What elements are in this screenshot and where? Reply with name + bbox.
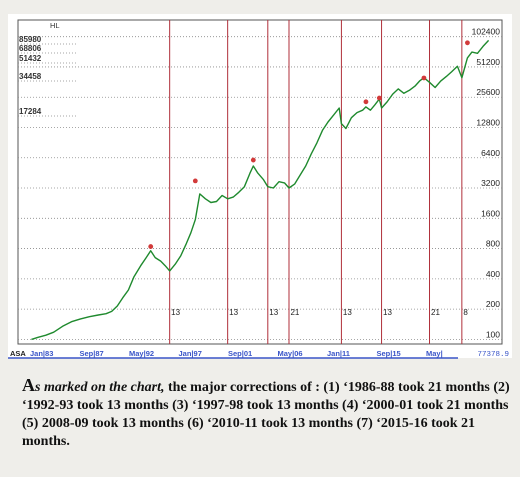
y-tick-label: 6400 xyxy=(481,148,500,158)
correction-label: 13 xyxy=(383,308,392,317)
corner-label: HL xyxy=(50,21,60,30)
left-level-label: 51432 xyxy=(19,54,42,63)
x-tick-label: May|06 xyxy=(278,349,303,358)
peak-marker xyxy=(465,40,470,46)
x-tick-label: Sep|15 xyxy=(377,349,401,358)
correction-label: 8 xyxy=(463,308,468,317)
x-axis-strip xyxy=(8,348,512,358)
peak-marker xyxy=(192,178,198,184)
x-tick-label: Jan|11 xyxy=(327,349,350,358)
y-tick-label: 3200 xyxy=(481,178,500,188)
price-chart: 100 200 400 800 1600 3200 6400 12800 25600 51200 1… xyxy=(8,19,512,359)
y-tick-label: 200 xyxy=(486,299,500,309)
correction-label: 13 xyxy=(171,308,180,317)
y-tick-label: 51200 xyxy=(476,57,500,67)
x-tick-label: Sep|01 xyxy=(228,349,252,358)
x-tick-label: Jan|83 xyxy=(30,349,53,358)
caption-intro: s marked on the chart, xyxy=(35,380,165,395)
peak-marker xyxy=(250,157,256,163)
chart-caption: As marked on the chart, the major correc… xyxy=(22,376,510,451)
left-level-label: 68806 xyxy=(19,44,42,53)
correction-label: 13 xyxy=(269,308,278,317)
y-tick-label: 100 xyxy=(486,329,500,339)
correction-label: 21 xyxy=(431,308,440,317)
left-level-label: 17284 xyxy=(19,107,42,116)
correction-label: 13 xyxy=(229,308,238,317)
peak-marker xyxy=(148,244,154,249)
y-tick-label: 102400 xyxy=(472,27,501,37)
correction-label: 13 xyxy=(343,308,352,317)
y-tick-label: 800 xyxy=(486,239,500,249)
plot-frame xyxy=(17,19,503,345)
x-tick-label: May| xyxy=(426,349,443,358)
caption-lead-letter: A xyxy=(22,375,35,395)
x-tick-label: Jan|97 xyxy=(179,349,202,358)
chart-panel: 100 200 400 800 1600 3200 6400 12800 25600 51200 1… xyxy=(8,14,512,359)
caption-text: the major corrections of : (1) ‘1986-88 … xyxy=(22,380,510,449)
left-level-label: 34458 xyxy=(19,72,42,81)
peak-marker xyxy=(363,99,369,105)
peak-marker xyxy=(421,75,427,81)
x-axis-left-label: ASA xyxy=(10,349,26,358)
left-level-label: 85980 xyxy=(19,35,42,44)
x-tick-label: Sep|87 xyxy=(80,349,104,358)
y-tick-label: 25600 xyxy=(476,87,500,97)
x-axis-right-value: 77378.9 xyxy=(477,351,509,359)
peak-marker xyxy=(376,95,382,101)
price-line xyxy=(31,39,490,341)
x-tick-label: May|92 xyxy=(129,349,154,358)
y-tick-label: 1600 xyxy=(481,208,500,218)
y-tick-label: 400 xyxy=(486,269,500,279)
y-tick-label: 12800 xyxy=(476,117,500,127)
correction-label: 21 xyxy=(290,308,299,317)
